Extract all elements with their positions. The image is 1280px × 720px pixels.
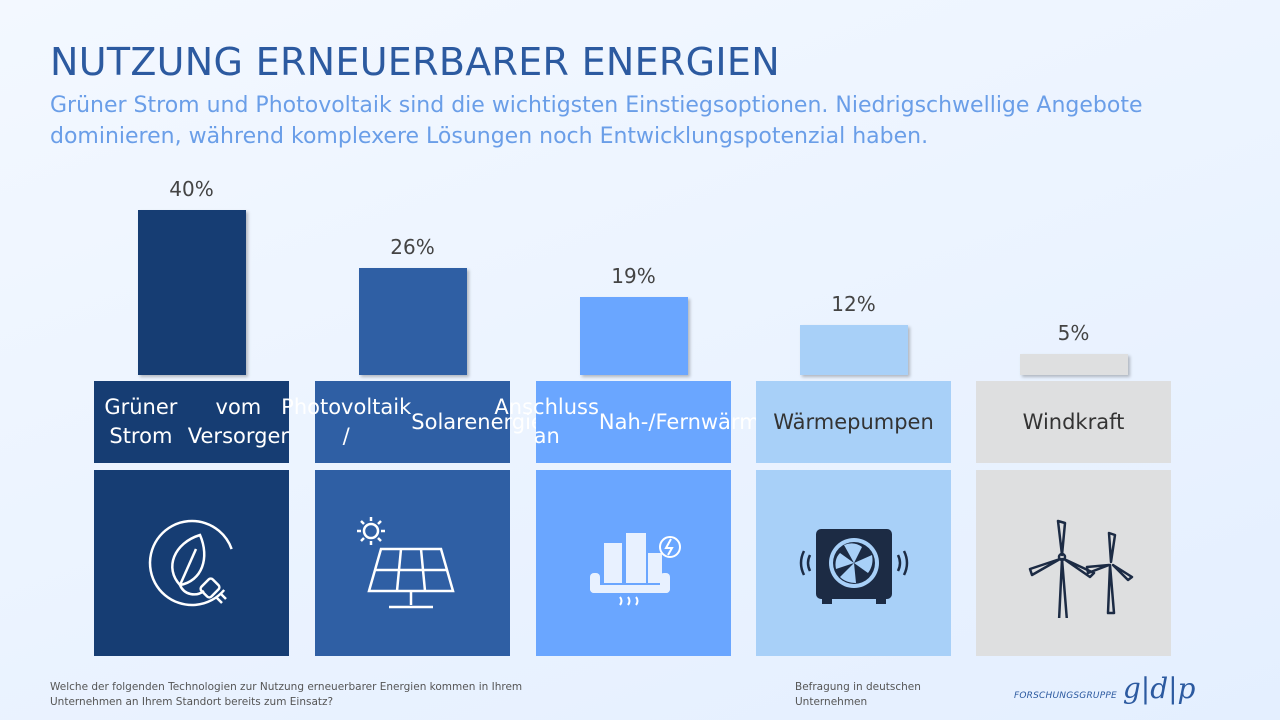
brand-logo: FORSCHUNGSGRUPPE g|d|p (1014, 672, 1195, 705)
category-label: Wärmepumpen (756, 381, 951, 463)
category-icon-tile (756, 470, 951, 656)
bar (137, 210, 246, 375)
solar-panel-icon (356, 517, 455, 609)
plug-leaf-icon (148, 519, 235, 607)
bar-value-label: 5% (1057, 321, 1090, 345)
brand-logo-small: FORSCHUNGSGRUPPE (1014, 691, 1117, 701)
survey-question: Welche der folgenden Technologien zur Nu… (50, 681, 523, 708)
category-icon-tile (976, 470, 1171, 656)
category-icon-tile (94, 470, 289, 656)
bar-value-label: 19% (611, 264, 656, 288)
category-label: Photovoltaik / Solarenergie (281, 381, 544, 463)
page-subtitle: Grüner Strom und Photovoltaik sind die w… (50, 93, 1143, 149)
category-label: Anschluss an Nah-/Fernwärme (494, 381, 773, 463)
bar-value-label: 26% (390, 235, 435, 259)
bar (799, 325, 908, 375)
bar-value-label: 12% (831, 292, 876, 316)
page-title: NUTZUNG ERNEUERBARER ENERGIEN (50, 40, 780, 84)
category-icon-tile (536, 470, 731, 656)
heat-pump-icon (799, 529, 908, 604)
survey-sample: Befragung in deutschen Unternehmen (795, 681, 921, 708)
category-icon-tile (315, 470, 510, 656)
brand-logo-big: g|d|p (1122, 672, 1196, 705)
category-label: Grüner Strom vom Versorger (94, 381, 289, 463)
bar (579, 297, 688, 375)
wind-turbine-icon (1028, 519, 1133, 618)
district-heating-icon (589, 533, 681, 606)
bar-value-label: 40% (169, 177, 214, 201)
bar (358, 268, 467, 375)
category-label: Windkraft (976, 381, 1171, 463)
bar (1019, 354, 1128, 375)
